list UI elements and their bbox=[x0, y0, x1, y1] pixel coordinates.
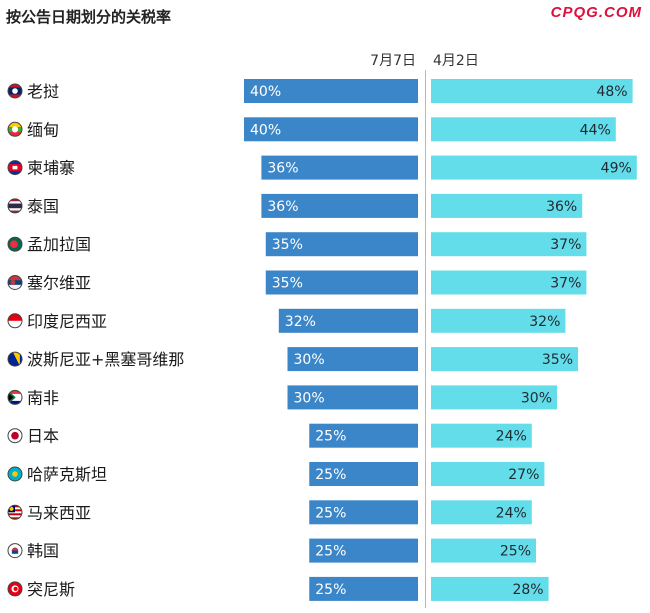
bar-july bbox=[265, 232, 418, 257]
bar-july bbox=[265, 270, 418, 295]
bar-label-july: 30% bbox=[294, 352, 325, 368]
bar-label-april: 30% bbox=[521, 390, 552, 406]
watermark: CPQG.COM bbox=[550, 4, 642, 21]
south-africa-flag-icon bbox=[7, 389, 23, 405]
bar-july bbox=[309, 576, 418, 601]
bar-label-july: 35% bbox=[272, 276, 303, 292]
indonesia-flag-icon bbox=[7, 313, 23, 329]
bar-april bbox=[431, 193, 583, 218]
country-label: 波斯尼亚+黑塞哥维那 bbox=[27, 350, 184, 369]
bar-april bbox=[431, 308, 566, 333]
bar-april bbox=[431, 576, 549, 601]
bar-label-april: 37% bbox=[550, 237, 581, 253]
country-label: 南非 bbox=[27, 388, 59, 407]
series-header-july: 7月7日 bbox=[370, 53, 416, 69]
bar-label-april: 32% bbox=[529, 314, 560, 330]
bar-april bbox=[431, 117, 616, 142]
bar-label-april: 27% bbox=[508, 467, 539, 483]
bar-label-april: 44% bbox=[580, 122, 611, 138]
bar-july bbox=[244, 79, 418, 103]
country-label: 印度尼西亚 bbox=[27, 312, 107, 331]
bar-label-april: 49% bbox=[601, 161, 632, 177]
bar-april bbox=[431, 462, 545, 486]
thailand-flag-icon bbox=[7, 198, 23, 214]
bar-april bbox=[431, 79, 633, 103]
myanmar-flag-icon bbox=[7, 121, 23, 137]
bar-label-july: 25% bbox=[315, 429, 346, 445]
bar-july bbox=[261, 193, 418, 218]
bar-label-july: 25% bbox=[315, 544, 346, 560]
laos-flag-icon bbox=[7, 83, 23, 99]
bosnia-flag-icon bbox=[7, 351, 23, 367]
japan-flag-icon bbox=[7, 428, 23, 444]
cambodia-flag-icon bbox=[7, 160, 23, 176]
bar-label-april: 37% bbox=[550, 276, 581, 292]
bar-label-april: 24% bbox=[496, 505, 527, 521]
country-label: 老挝 bbox=[27, 82, 59, 101]
country-label: 柬埔寨 bbox=[27, 159, 75, 178]
kazakhstan-flag-icon bbox=[7, 466, 23, 482]
bar-label-july: 32% bbox=[285, 314, 316, 330]
bar-april bbox=[431, 347, 578, 372]
bar-label-july: 40% bbox=[250, 122, 281, 138]
serbia-flag-icon bbox=[7, 275, 23, 290]
south-korea-flag-icon bbox=[7, 543, 23, 559]
bar-label-july: 35% bbox=[272, 237, 303, 253]
center-divider bbox=[425, 70, 426, 608]
bar-july bbox=[309, 423, 418, 448]
bar-label-april: 25% bbox=[500, 544, 531, 560]
bar-july bbox=[309, 538, 418, 563]
bar-april bbox=[431, 385, 557, 410]
bangladesh-flag-icon bbox=[7, 236, 23, 252]
bar-july bbox=[287, 385, 418, 410]
bar-label-july: 40% bbox=[250, 84, 281, 100]
country-label: 韩国 bbox=[27, 542, 59, 561]
bar-april bbox=[431, 155, 637, 180]
country-label: 塞尔维亚 bbox=[27, 274, 91, 293]
bar-label-july: 36% bbox=[267, 199, 298, 215]
bar-label-april: 24% bbox=[496, 429, 527, 445]
country-label: 泰国 bbox=[27, 197, 59, 216]
tunisia-flag-icon bbox=[7, 581, 23, 597]
series-header-april: 4月2日 bbox=[433, 53, 479, 69]
bar-label-july: 36% bbox=[267, 161, 298, 177]
bar-label-april: 36% bbox=[546, 199, 577, 215]
country-label: 哈萨克斯坦 bbox=[27, 465, 107, 484]
bar-july bbox=[278, 308, 418, 333]
country-label: 突尼斯 bbox=[27, 580, 75, 599]
country-label: 孟加拉国 bbox=[27, 235, 91, 254]
bar-july bbox=[309, 462, 418, 486]
bar-april bbox=[431, 500, 532, 525]
bar-april bbox=[431, 538, 536, 563]
bar-april bbox=[431, 270, 587, 295]
bar-july bbox=[244, 117, 418, 142]
bar-label-april: 28% bbox=[512, 582, 543, 598]
bar-july bbox=[309, 500, 418, 525]
country-label: 日本 bbox=[27, 427, 59, 446]
bar-label-july: 25% bbox=[315, 582, 346, 598]
malaysia-flag-icon bbox=[7, 504, 23, 520]
bar-label-july: 30% bbox=[294, 390, 325, 406]
bar-label-april: 35% bbox=[542, 352, 573, 368]
bar-april bbox=[431, 423, 532, 448]
country-label: 马来西亚 bbox=[27, 503, 91, 522]
chart-title: 按公告日期划分的关税率 bbox=[6, 8, 172, 26]
bar-label-april: 48% bbox=[596, 84, 627, 100]
bar-april bbox=[431, 232, 587, 257]
bar-label-july: 25% bbox=[315, 505, 346, 521]
bar-july bbox=[287, 347, 418, 372]
bar-july bbox=[261, 155, 418, 180]
country-label: 缅甸 bbox=[27, 120, 59, 139]
bar-label-july: 25% bbox=[315, 467, 346, 483]
